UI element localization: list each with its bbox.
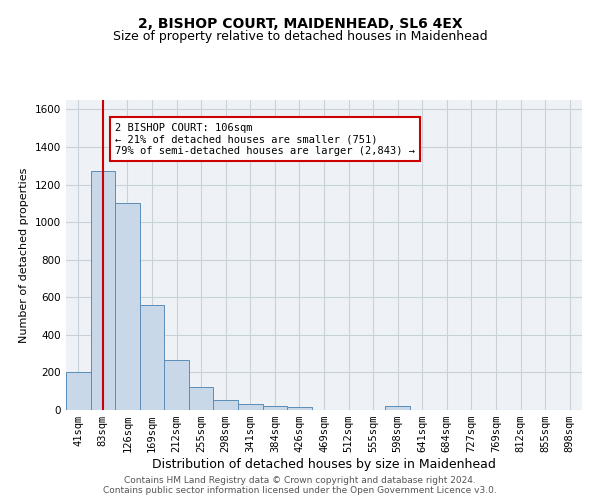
Bar [238, 404, 263, 410]
Bar [164, 360, 189, 410]
Bar [189, 388, 214, 410]
Text: 2 BISHOP COURT: 106sqm
← 21% of detached houses are smaller (751)
79% of semi-de: 2 BISHOP COURT: 106sqm ← 21% of detached… [115, 122, 415, 156]
Bar [91, 172, 115, 410]
Text: Contains public sector information licensed under the Open Government Licence v3: Contains public sector information licen… [103, 486, 497, 495]
Bar [140, 305, 164, 410]
Bar [66, 372, 91, 410]
Bar [263, 406, 287, 410]
Y-axis label: Number of detached properties: Number of detached properties [19, 168, 29, 342]
Text: Size of property relative to detached houses in Maidenhead: Size of property relative to detached ho… [113, 30, 487, 43]
Bar [287, 407, 312, 410]
Bar [214, 400, 238, 410]
X-axis label: Distribution of detached houses by size in Maidenhead: Distribution of detached houses by size … [152, 458, 496, 471]
Text: Contains HM Land Registry data © Crown copyright and database right 2024.: Contains HM Land Registry data © Crown c… [124, 476, 476, 485]
Text: 2, BISHOP COURT, MAIDENHEAD, SL6 4EX: 2, BISHOP COURT, MAIDENHEAD, SL6 4EX [137, 18, 463, 32]
Bar [385, 406, 410, 410]
Bar [115, 204, 140, 410]
